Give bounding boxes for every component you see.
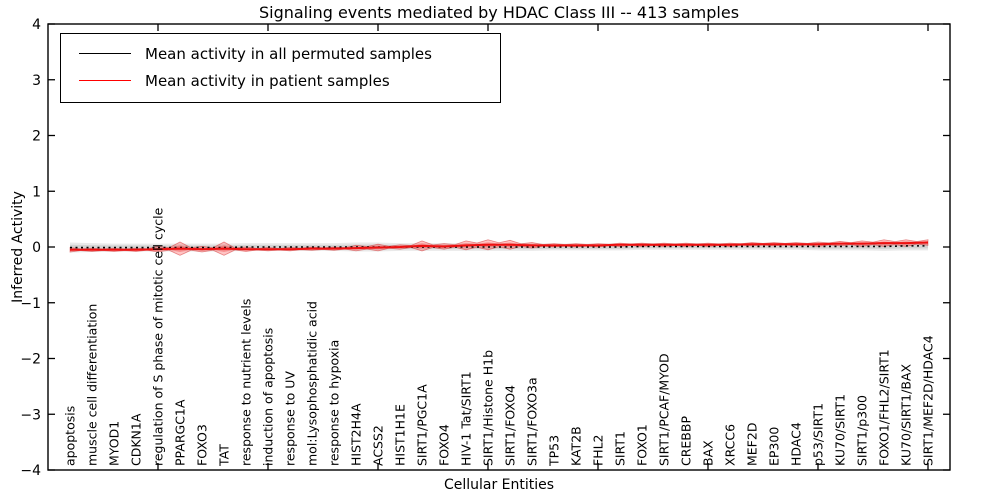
x-tick-label: muscle cell differentiation: [85, 304, 100, 466]
x-tick-label: FOXO1: [635, 424, 650, 466]
x-tick-label: SIRT1: [613, 431, 628, 466]
x-tick-label: BAX: [701, 440, 716, 466]
y-tick-label: 0: [32, 240, 41, 256]
x-tick-label: SIRT1/PCAF/MYOD: [657, 353, 672, 466]
legend: Mean activity in all permuted samples Me…: [60, 33, 501, 103]
legend-item-patient: Mean activity in patient samples: [71, 67, 490, 94]
y-tick-label: −3: [20, 407, 41, 423]
x-tick-label: SIRT1/Histone H1b: [481, 350, 496, 466]
x-tick-label: response to UV: [283, 371, 298, 466]
y-tick-label: 4: [32, 17, 41, 33]
y-tick-label: 2: [32, 129, 41, 145]
y-tick-label: 3: [32, 73, 41, 89]
patient-line-sample: [79, 80, 131, 81]
chart-title: Signaling events mediated by HDAC Class …: [258, 3, 740, 22]
x-tick-label: SIRT1/p300: [855, 395, 870, 466]
patient-mean-line: [70, 241, 929, 251]
x-tick-label: MYOD1: [107, 421, 122, 466]
x-tick-label: SIRT1/PGC1A: [415, 384, 430, 466]
permuted-line-sample: [79, 53, 131, 54]
y-tick-label: −1: [20, 296, 41, 312]
x-tick-label: TP53: [547, 435, 562, 467]
x-tick-label: ACSS2: [371, 425, 386, 466]
legend-item-permuted: Mean activity in all permuted samples: [71, 40, 490, 67]
x-tick-label: induction of apoptosis: [261, 328, 276, 466]
x-tick-label: KU70/SIRT1/BAX: [899, 364, 914, 466]
x-tick-label: FOXO1/FHL2/SIRT1: [877, 349, 892, 466]
series-layer: [69, 239, 929, 256]
x-tick-label: FOXO3: [195, 424, 210, 466]
x-tick-label: HDAC4: [789, 422, 804, 466]
x-tick-label: CDKN1A: [129, 413, 144, 466]
y-tick-label: 1: [32, 184, 41, 200]
x-tick-label: FHL2: [591, 434, 606, 466]
x-tick-label: KAT2B: [569, 426, 584, 466]
x-axis-label: Cellular Entities: [443, 477, 555, 493]
x-ticks: [157, 24, 929, 470]
x-tick-label: CREBBP: [679, 416, 694, 466]
x-tick-label: apoptosis: [63, 406, 78, 466]
legend-label-permuted: Mean activity in all permuted samples: [145, 44, 432, 63]
legend-label-patient: Mean activity in patient samples: [145, 71, 390, 90]
x-tick-label: SIRT1/MEF2D/HDAC4: [921, 335, 936, 466]
x-tick-labels: apoptosis muscle cell differentiation MYOD…: [63, 207, 936, 467]
x-tick-label: response to nutrient levels: [239, 299, 254, 466]
x-tick-label: KU70/SIRT1: [833, 394, 848, 466]
x-tick-label: HIV-1 Tat/SIRT1: [459, 371, 474, 466]
x-tick-label: PPARGC1A: [173, 399, 188, 466]
x-tick-label: regulation of S phase of mitotic cell cy…: [151, 207, 166, 466]
x-tick-label: MEF2D: [745, 423, 760, 466]
x-tick-label: FOXO4: [437, 424, 452, 466]
x-tick-label: HIST2H4A: [349, 403, 364, 466]
y-tick-label: −2: [20, 352, 41, 368]
x-tick-label: mol:Lysophosphatidic acid: [305, 301, 320, 466]
y-ticks: 4 3 2 1 0 −1 −2 −3 −4: [20, 17, 950, 479]
x-tick-label: HIST1H1E: [393, 404, 408, 466]
x-tick-label: XRCC6: [723, 424, 738, 466]
x-tick-label: p53/SIRT1: [811, 403, 826, 466]
x-tick-label: EP300: [767, 427, 782, 466]
x-tick-label: response to hypoxia: [327, 340, 342, 466]
x-tick-label: SIRT1/FOXO3a: [525, 377, 540, 466]
y-tick-label: −4: [20, 463, 41, 479]
x-tick-label: TAT: [217, 444, 232, 467]
permuted-mean-line: [70, 245, 928, 249]
x-tick-label: SIRT1/FOXO4: [503, 385, 518, 466]
